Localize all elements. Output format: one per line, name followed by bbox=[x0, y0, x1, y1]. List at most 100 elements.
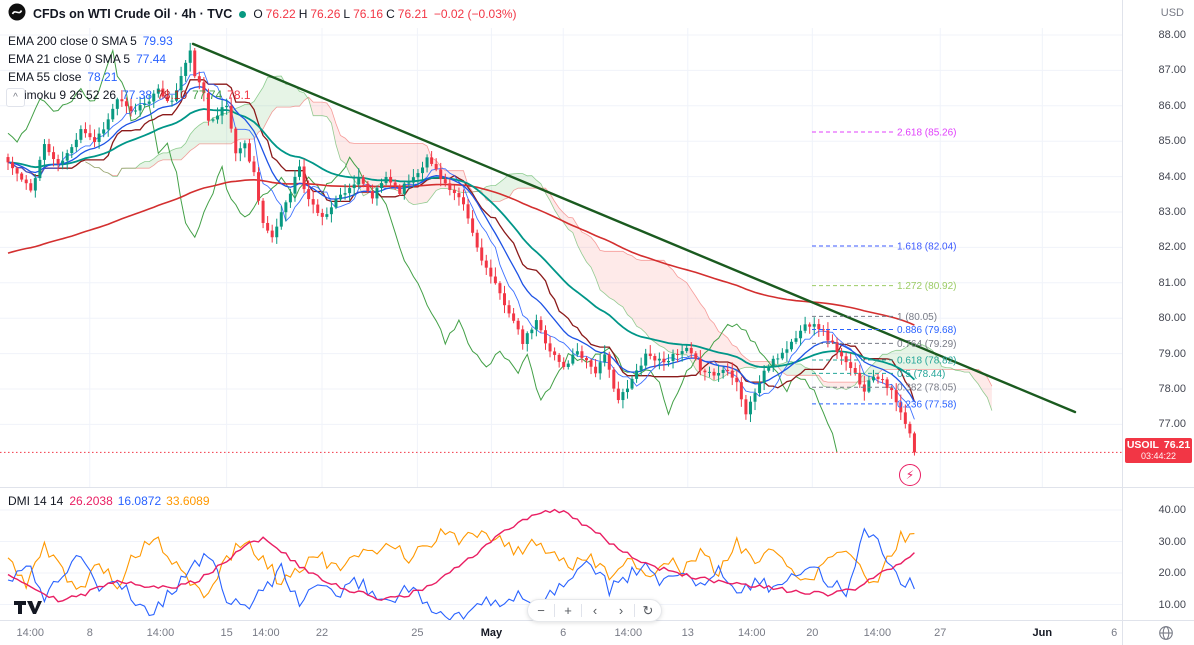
indicator-values: 79.93 bbox=[143, 34, 173, 48]
ema55-line bbox=[7, 108, 916, 381]
indicator-legends: EMA 200 close 0 SMA 5 79.93 EMA 21 close 0… bbox=[8, 32, 251, 104]
svg-text:0.5 (78.44): 0.5 (78.44) bbox=[897, 369, 945, 380]
time-tick-label: 25 bbox=[411, 627, 424, 639]
indicator-legend-row[interactable]: DMI 14 14 26.2038 16.0872 33.6089 bbox=[8, 492, 210, 510]
svg-text:0.764 (79.29): 0.764 (79.29) bbox=[897, 339, 957, 350]
ema200-line bbox=[7, 178, 915, 326]
price-tag-price: 76.21 bbox=[1163, 439, 1191, 451]
time-tick-label: 6 bbox=[1111, 627, 1118, 639]
main-chart-canvas[interactable]: 2.618 (85.26) 1.618 (82.04) 1.272 (80.92) 1… bbox=[0, 28, 1122, 487]
time-tick-label: 6 bbox=[560, 627, 567, 639]
indicator-name: EMA 200 close 0 SMA 5 bbox=[8, 34, 137, 48]
indicator-legend-row[interactable]: Ichimoku 9 26 52 26 77.38 78.10 77.74 78.1 bbox=[8, 86, 251, 104]
candles-layer bbox=[6, 42, 916, 456]
price-tick-label: 87.00 bbox=[1158, 64, 1186, 77]
senkou-a-line bbox=[85, 75, 993, 411]
time-tick-label: 14:00 bbox=[252, 627, 280, 639]
ohlc-readout: O 76.22 H 76.26 L 76.16 C 76.21 −0.02 (−0.03… bbox=[253, 7, 516, 21]
dmi-tick-label: 10.00 bbox=[1158, 598, 1186, 611]
open-value: 76.22 bbox=[265, 7, 296, 21]
last-price-tag: USOIL 76.21 03:44:22 bbox=[1125, 438, 1192, 463]
time-tick-label: 14:00 bbox=[614, 627, 643, 639]
indicator-value: 77.44 bbox=[136, 52, 167, 66]
plus-di-line bbox=[7, 527, 915, 620]
indicator-legend-row[interactable]: EMA 21 close 0 SMA 5 77.44 bbox=[8, 50, 251, 68]
pane-divider[interactable] bbox=[0, 487, 1122, 488]
time-tick-label: 15 bbox=[220, 627, 233, 639]
scroll-left-button[interactable]: ‹ bbox=[582, 600, 608, 621]
toolbar-divider bbox=[554, 604, 555, 617]
toolbar-divider bbox=[581, 604, 582, 617]
low-label: L bbox=[343, 7, 351, 21]
indicator-legend-row[interactable]: EMA 200 close 0 SMA 5 79.93 bbox=[8, 32, 251, 50]
market-status-dot[interactable] bbox=[239, 10, 247, 18]
close-value: 76.21 bbox=[397, 7, 428, 21]
indicator-value: 78.10 bbox=[157, 88, 188, 102]
low-value: 76.16 bbox=[353, 7, 384, 21]
price-tick-label: 84.00 bbox=[1158, 170, 1186, 183]
pane-maximize-button[interactable]: ^ bbox=[6, 88, 25, 107]
toolbar-divider bbox=[634, 604, 635, 617]
alert-flash-icon[interactable]: ⚡ bbox=[899, 464, 921, 486]
price-axis[interactable]: USD USOIL 76.21 03:44:22 88.00 87.00 86.00 8… bbox=[1122, 0, 1194, 645]
axis-divider bbox=[1123, 620, 1194, 621]
time-tick-label: 14:00 bbox=[146, 627, 175, 639]
time-tick-label: 27 bbox=[934, 627, 947, 639]
time-tick-label: 13 bbox=[681, 627, 694, 639]
scroll-right-button[interactable]: › bbox=[608, 600, 634, 621]
indicator-name: EMA 55 close bbox=[8, 70, 82, 84]
tradingview-logo[interactable] bbox=[12, 598, 42, 621]
chart-navigation-toolbar: − + ‹ › ↻ bbox=[527, 599, 662, 622]
price-tick-label: 85.00 bbox=[1158, 135, 1186, 148]
time-tick-label: 14:00 bbox=[737, 627, 766, 639]
price-tick-label: 83.00 bbox=[1158, 206, 1186, 218]
symbol-title[interactable]: CFDs on WTI Crude Oil · 4h · TVC bbox=[33, 7, 233, 21]
price-tick-label: 82.00 bbox=[1158, 241, 1186, 254]
globe-icon[interactable] bbox=[1157, 624, 1175, 642]
open-label: O bbox=[253, 7, 263, 21]
indicator-name: DMI 14 14 bbox=[8, 494, 64, 508]
indicator-values: 78.21 bbox=[87, 70, 117, 84]
dmi-tick-label: 20.00 bbox=[1158, 567, 1186, 579]
minus-di-line bbox=[7, 527, 915, 599]
indicator-value: 33.6089 bbox=[166, 494, 210, 508]
currency-label[interactable]: USD bbox=[1160, 7, 1184, 19]
indicator-values: 77.38 78.10 77.74 78.1 bbox=[122, 88, 250, 102]
zoom-out-button[interactable]: − bbox=[528, 600, 554, 621]
price-tick-label: 77.00 bbox=[1158, 418, 1186, 431]
price-tick-label: 80.00 bbox=[1158, 312, 1186, 325]
zoom-in-button[interactable]: + bbox=[555, 600, 581, 621]
svg-text:0.382 (78.05): 0.382 (78.05) bbox=[897, 383, 957, 394]
dmi-tick-label: 40.00 bbox=[1158, 504, 1186, 516]
dmi-tick-label: 30.00 bbox=[1158, 535, 1186, 548]
time-axis[interactable]: 14:00 8 14:00 15 14:00 22 25 May 6 14:00 13 14:00 20… bbox=[0, 620, 1122, 645]
ema21-line bbox=[7, 86, 915, 403]
time-tick-label: Jun bbox=[1032, 627, 1053, 639]
indicator-values: 26.2038 16.0872 33.6089 bbox=[69, 494, 209, 508]
svg-text:0.886 (79.68): 0.886 (79.68) bbox=[897, 325, 957, 336]
grid-layer bbox=[0, 28, 1122, 487]
dmi-legend: DMI 14 14 26.2038 16.0872 33.6089 bbox=[8, 492, 210, 510]
svg-text:2.618 (85.26): 2.618 (85.26) bbox=[897, 127, 957, 138]
price-tick-label: 88.00 bbox=[1158, 29, 1186, 41]
time-tick-label: 20 bbox=[806, 627, 819, 639]
indicator-name: Ichimoku 9 26 52 26 bbox=[8, 88, 117, 102]
time-tick-label: May bbox=[480, 627, 503, 639]
indicator-values: 77.44 bbox=[136, 52, 166, 66]
indicator-value: 79.93 bbox=[142, 34, 173, 48]
price-tag-symbol: USOIL bbox=[1126, 439, 1159, 451]
instrument-logo-icon[interactable] bbox=[8, 3, 26, 26]
indicator-value: 77.38 bbox=[122, 88, 153, 102]
adx-line bbox=[7, 508, 915, 603]
fib-retracement-layer: 2.618 (85.26) 1.618 (82.04) 1.272 (80.92) 1… bbox=[812, 127, 957, 410]
dmi-pane-canvas[interactable] bbox=[0, 488, 1122, 620]
price-tick-label: 86.00 bbox=[1158, 99, 1186, 112]
indicator-legend-row[interactable]: EMA 55 close 78.21 bbox=[8, 68, 251, 86]
svg-text:0.236 (77.58): 0.236 (77.58) bbox=[897, 399, 957, 410]
time-tick-label: 14:00 bbox=[863, 627, 892, 639]
price-tick-label: 78.00 bbox=[1158, 383, 1186, 395]
price-tick-label: 81.00 bbox=[1158, 276, 1186, 289]
indicator-value: 77.74 bbox=[192, 88, 223, 102]
reset-chart-button[interactable]: ↻ bbox=[635, 600, 661, 621]
